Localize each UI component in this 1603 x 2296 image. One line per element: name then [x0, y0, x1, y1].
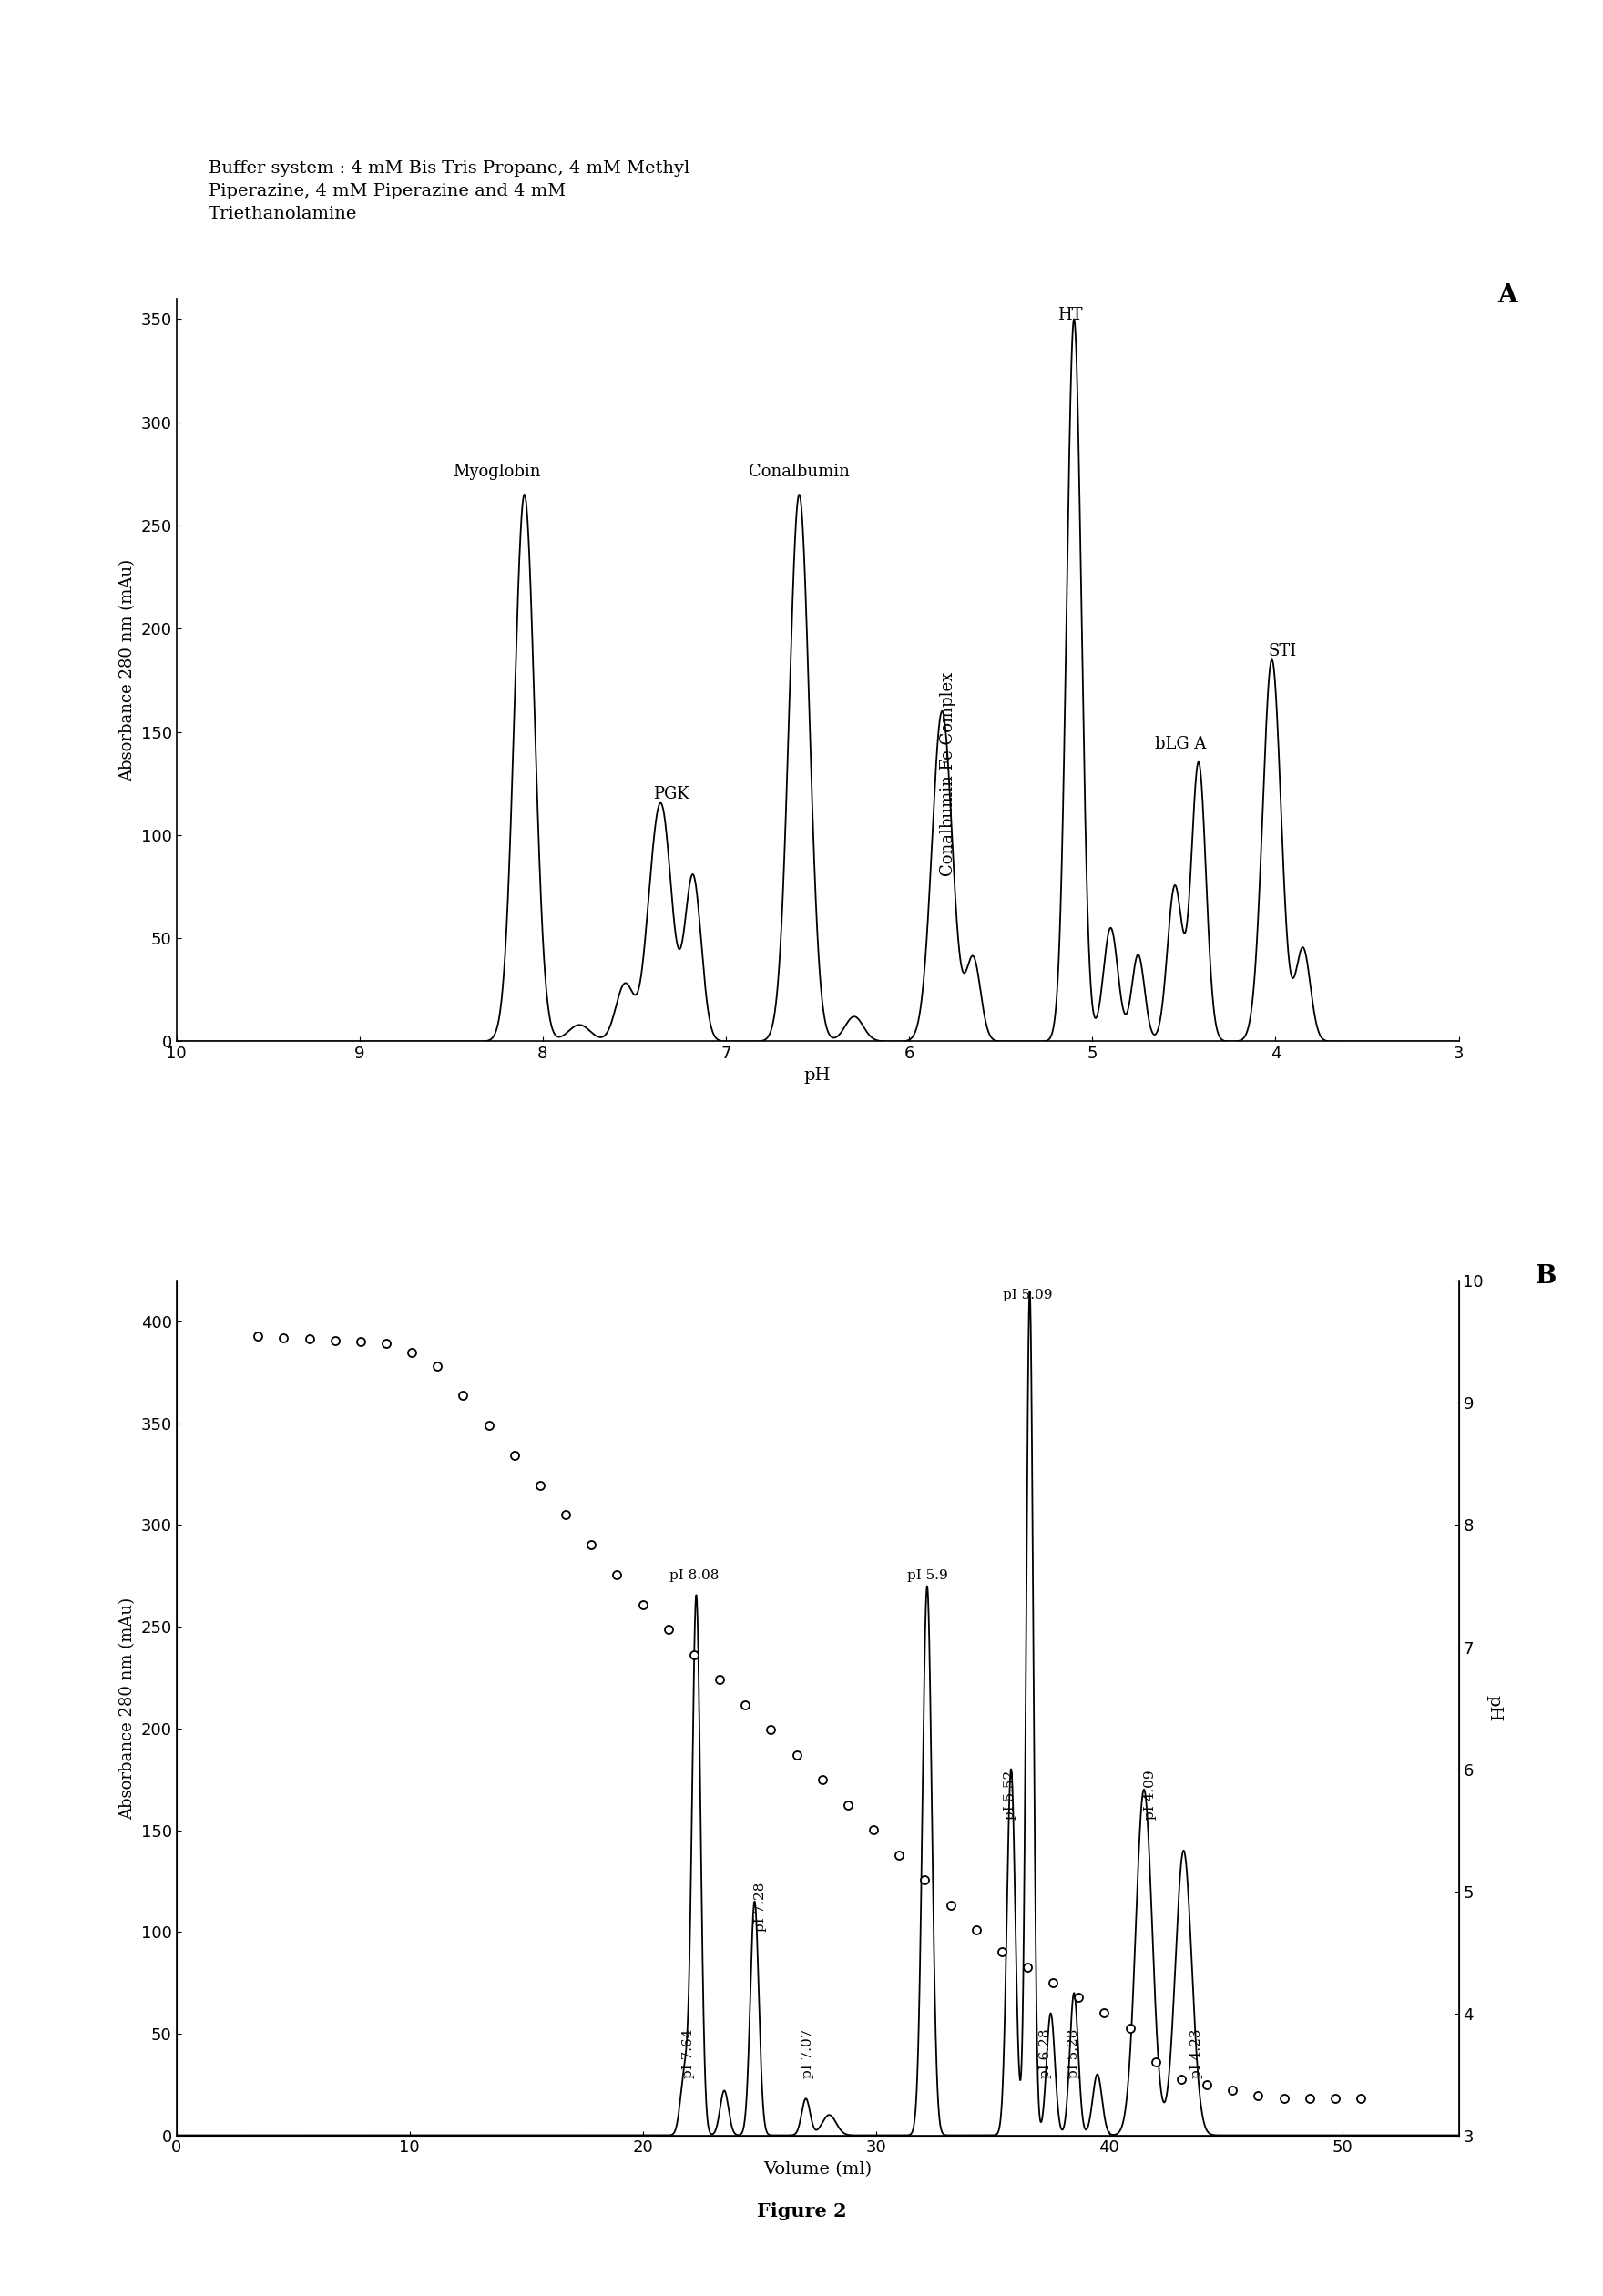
Text: A: A	[1497, 285, 1516, 308]
Y-axis label: Absorbance 280 nm (mAu): Absorbance 280 nm (mAu)	[119, 558, 136, 781]
Text: HT: HT	[1058, 308, 1084, 324]
X-axis label: pH: pH	[805, 1068, 830, 1084]
Text: B: B	[1536, 1263, 1557, 1288]
Text: pI 5.28: pI 5.28	[1068, 2030, 1080, 2078]
Text: pI 7.07: pI 7.07	[802, 2030, 814, 2078]
Text: Conalbumin: Conalbumin	[749, 464, 850, 480]
Y-axis label: Absorbance 280 nm (mAu): Absorbance 280 nm (mAu)	[119, 1598, 136, 1818]
Text: Conalbumin Fe Complex: Conalbumin Fe Complex	[941, 673, 957, 877]
Text: PGK: PGK	[652, 785, 689, 801]
Text: pI 7.28: pI 7.28	[755, 1883, 768, 1931]
Y-axis label: pH: pH	[1486, 1694, 1502, 1722]
Text: STI: STI	[1268, 643, 1297, 659]
Text: pI 6.28: pI 6.28	[1039, 2030, 1052, 2078]
Text: pI 7.64: pI 7.64	[683, 2030, 696, 2078]
Text: pI 4.09: pI 4.09	[1145, 1770, 1157, 1821]
Text: pI 4.23: pI 4.23	[1191, 2030, 1204, 2078]
Text: pI 5.9: pI 5.9	[907, 1568, 947, 1582]
Text: Buffer system : 4 mM Bis-Tris Propane, 4 mM Methyl
Piperazine, 4 mM Piperazine a: Buffer system : 4 mM Bis-Tris Propane, 4…	[208, 161, 689, 223]
X-axis label: Volume (ml): Volume (ml)	[763, 2161, 872, 2177]
Text: pI 5.09: pI 5.09	[1002, 1288, 1052, 1302]
Text: pI 8.08: pI 8.08	[668, 1568, 718, 1582]
Text: bLG A: bLG A	[1154, 737, 1205, 753]
Text: pI 5.52: pI 5.52	[1003, 1770, 1016, 1821]
Text: Figure 2: Figure 2	[757, 2202, 846, 2220]
Text: Myoglobin: Myoglobin	[454, 464, 540, 480]
